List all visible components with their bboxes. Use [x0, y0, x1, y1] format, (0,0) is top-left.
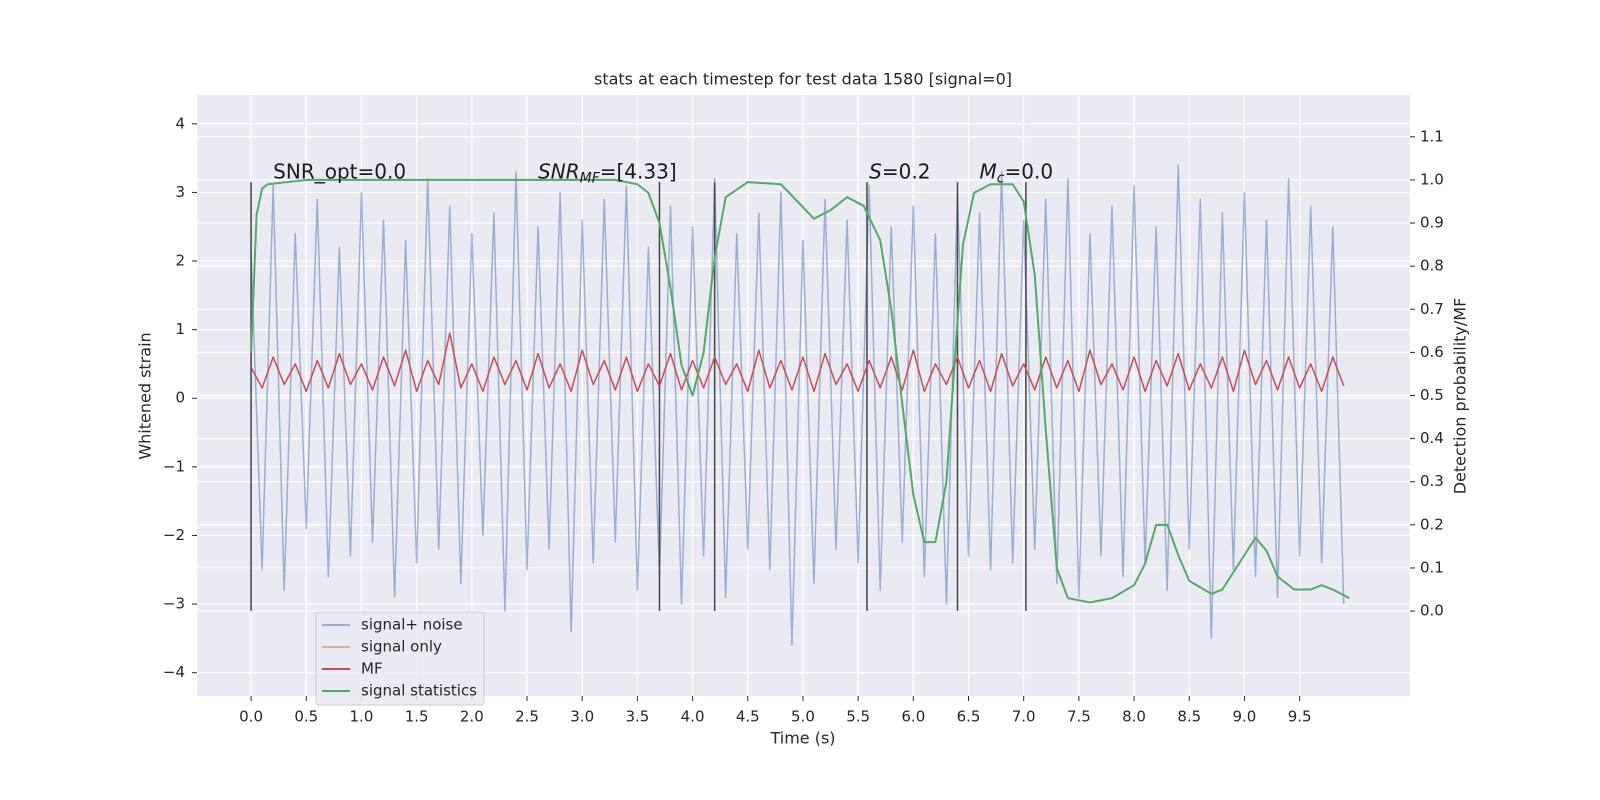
y2-tick-label: 0.7	[1420, 300, 1444, 318]
x-tick-label: 1.5	[405, 708, 429, 726]
x-tick-label: 2.5	[515, 708, 539, 726]
x-tick-label: 7.0	[1012, 708, 1036, 726]
x-tick-label: 5.0	[791, 708, 815, 726]
x-tick-label: 1.0	[350, 708, 374, 726]
y2-tick-label: 0.2	[1420, 515, 1444, 533]
x-tick-label: 3.5	[625, 708, 649, 726]
x-tick-label: 9.0	[1233, 708, 1257, 726]
x-tick-label: 3.0	[570, 708, 594, 726]
annotation: SNRMF=[4.33]	[538, 159, 677, 187]
x-tick-label: 6.0	[901, 708, 925, 726]
x-tick-label: 6.5	[957, 708, 981, 726]
annotation-part: c	[997, 171, 1005, 187]
y2-axis-label: Detection probability/MF	[1451, 298, 1470, 495]
annotation: SNR_opt=0.0	[273, 159, 406, 183]
y-axis-label: Whitened strain	[136, 332, 155, 459]
x-tick-label: 2.0	[460, 708, 484, 726]
legend-label: signal statistics	[361, 682, 477, 700]
y2-tick-label: 1.1	[1420, 127, 1444, 145]
annotation-part: M	[980, 159, 997, 183]
x-tick-label: 8.0	[1122, 708, 1146, 726]
annotation-part: S	[869, 159, 882, 183]
y2-tick-label: 1.0	[1420, 170, 1444, 188]
x-tick-label: 4.0	[681, 708, 705, 726]
annotation-part: SNR	[538, 159, 580, 183]
series-line	[250, 178, 1350, 604]
annotation-part: =[4.33]	[600, 159, 677, 183]
y-tick-label: 2	[175, 252, 185, 270]
y-tick-label: 1	[175, 320, 185, 338]
x-tick-label: 5.5	[846, 708, 870, 726]
y-tick-label: 3	[175, 183, 185, 201]
y-tick-label: 4	[175, 114, 185, 132]
y-tick-label: 0	[175, 389, 185, 407]
x-axis-label: Time (s)	[769, 729, 835, 748]
annotation: Mc=0.0	[980, 159, 1054, 187]
y2-tick-label: 0.4	[1420, 429, 1444, 447]
legend-label: signal+ noise	[361, 616, 463, 634]
x-tick-label: 7.5	[1067, 708, 1091, 726]
y-tick-label: −4	[163, 663, 185, 681]
y-tick-label: −2	[163, 526, 185, 544]
legend-label: signal only	[361, 638, 442, 656]
x-tick-label: 0.5	[294, 708, 318, 726]
chart-title: stats at each timestep for test data 158…	[594, 70, 1012, 89]
series-line	[250, 332, 1345, 393]
y2-tick-label: 0.5	[1420, 386, 1444, 404]
x-tick-label: 8.5	[1177, 708, 1201, 726]
y2-tick-label: 0.8	[1420, 257, 1444, 275]
y2-tick-label: 0.9	[1420, 214, 1444, 232]
axes: 0.0 0.5 1.0 1.5 2.0 2.5 3.0 3.5 4.0 4.5 5.0 5.5 6.0 6…	[163, 114, 1444, 725]
annotation-part: =0.2	[882, 159, 931, 183]
legend: signal+ noise signal only MF signal statist…	[315, 611, 485, 706]
y2-tick-label: 0.6	[1420, 343, 1444, 361]
marks: SNR_opt=0.0 SNRMF=[4.33] S=0.2 Mc=0.0	[250, 159, 1350, 646]
y-tick-label: −1	[163, 457, 185, 475]
annotation-part: SNR_opt=0.0	[273, 159, 406, 183]
y2-tick-label: 0.1	[1420, 558, 1444, 576]
series-line	[250, 164, 1345, 646]
x-tick-label: 9.5	[1288, 708, 1312, 726]
x-tick-label: 0.0	[239, 708, 263, 726]
legend-label: MF	[361, 660, 383, 678]
y-tick-label: −3	[163, 595, 185, 613]
x-tick-label: 4.5	[736, 708, 760, 726]
y2-tick-label: 0.0	[1420, 602, 1444, 620]
annotation-part: =0.0	[1005, 159, 1054, 183]
annotation-part: MF	[580, 171, 601, 187]
annotation: S=0.2	[869, 159, 930, 183]
legend-box	[315, 611, 485, 706]
y2-tick-label: 0.3	[1420, 472, 1444, 490]
